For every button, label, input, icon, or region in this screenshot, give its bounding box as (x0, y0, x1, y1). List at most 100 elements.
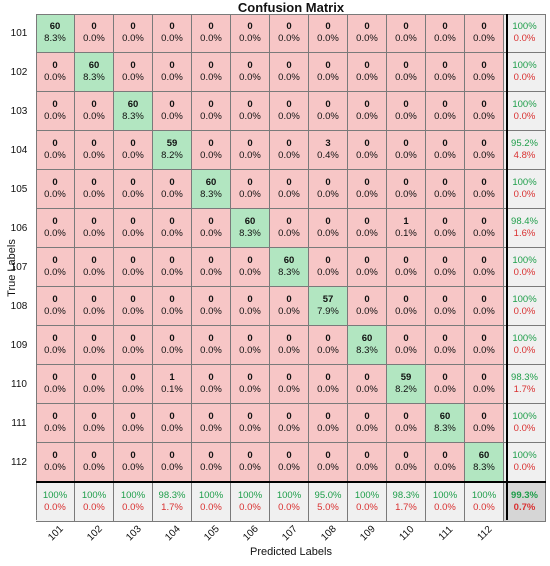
matrix-cell: 0 0.0% (192, 92, 231, 131)
matrix-cell: 0 0.0% (309, 53, 348, 92)
cell-count: 0 (442, 177, 448, 188)
cell-percent: 0.0% (356, 33, 378, 44)
cell-percent: 0.0% (83, 306, 105, 317)
matrix-cell: 60 8.3% (465, 443, 504, 482)
column-summary-separator (36, 481, 546, 483)
matrix-cell: 0 0.0% (348, 443, 387, 482)
cell-count: 0 (442, 294, 448, 305)
matrix-cell: 0 0.0% (75, 404, 114, 443)
cell-count: 0 (403, 411, 409, 422)
cell-percent: 0.0% (278, 150, 300, 161)
matrix-cell: 0 0.0% (426, 131, 465, 170)
cell-count: 60 (127, 99, 139, 110)
row-summary-cell: 100% 0.0% (504, 287, 546, 326)
row-tick-label: 104 (10, 144, 28, 156)
cell-count: 0 (208, 60, 214, 71)
cell-count: 60 (88, 60, 100, 71)
cell-count: 0 (91, 255, 97, 266)
cell-percent: 8.3% (44, 33, 66, 44)
cell-percent: 0.0% (122, 189, 144, 200)
cell-count: 0 (130, 372, 136, 383)
cell-count: 0 (208, 411, 214, 422)
cell-percent: 0.0% (122, 72, 144, 83)
cell-percent: 0.0% (122, 150, 144, 161)
row-summary-correct: 100% (512, 450, 537, 461)
row-summary-cell: 100% 0.0% (504, 14, 546, 53)
cell-percent: 0.0% (278, 384, 300, 395)
x-axis-label: Predicted Labels (250, 546, 332, 558)
cell-count: 0 (325, 333, 331, 344)
cell-count: 0 (481, 333, 487, 344)
cell-count: 0 (91, 21, 97, 32)
cell-percent: 0.0% (317, 462, 339, 473)
cell-percent: 0.0% (434, 267, 456, 278)
cell-count: 0 (481, 99, 487, 110)
cell-percent: 0.0% (122, 33, 144, 44)
matrix-cell: 0 0.0% (36, 326, 75, 365)
cell-percent: 0.0% (161, 228, 183, 239)
row-summary-correct: 100% (512, 99, 537, 110)
matrix-cell: 0 0.0% (465, 14, 504, 53)
matrix-cell: 0 0.0% (426, 287, 465, 326)
matrix-cell: 0 0.0% (348, 53, 387, 92)
matrix-cell: 0 0.0% (75, 287, 114, 326)
row-tick-label: 102 (10, 66, 28, 78)
cell-percent: 0.0% (473, 345, 495, 356)
cell-count: 60 (205, 177, 217, 188)
cell-count: 0 (130, 411, 136, 422)
row-summary-correct: 100% (512, 60, 537, 71)
cell-percent: 0.0% (278, 345, 300, 356)
row-summary-cell: 100% 0.0% (504, 248, 546, 287)
cell-percent: 0.0% (44, 345, 66, 356)
cell-count: 0 (52, 99, 58, 110)
cell-percent: 0.1% (161, 384, 183, 395)
column-summary-error: 0.0% (434, 501, 456, 513)
cell-count: 0 (403, 99, 409, 110)
cell-count: 0 (130, 255, 136, 266)
row-summary-cell: 100% 0.0% (504, 404, 546, 443)
cell-percent: 0.0% (473, 228, 495, 239)
cell-count: 0 (364, 255, 370, 266)
cell-count: 0 (286, 294, 292, 305)
matrix-cell: 0 0.0% (309, 365, 348, 404)
cell-percent: 8.3% (356, 345, 378, 356)
cell-percent: 0.0% (200, 345, 222, 356)
cell-count: 0 (169, 21, 175, 32)
cell-count: 0 (169, 255, 175, 266)
row-summary-error: 0.0% (513, 72, 536, 83)
matrix-cell: 0 0.0% (153, 248, 192, 287)
cell-percent: 0.0% (278, 306, 300, 317)
matrix-cell: 0 0.0% (75, 326, 114, 365)
cell-percent: 0.0% (161, 72, 183, 83)
matrix-cell: 0 0.0% (465, 365, 504, 404)
cell-count: 60 (244, 216, 256, 227)
cell-count: 60 (283, 255, 295, 266)
column-summary-error: 0.0% (200, 501, 222, 513)
cell-count: 0 (364, 372, 370, 383)
cell-count: 0 (169, 333, 175, 344)
cell-count: 0 (247, 21, 253, 32)
matrix-cell: 0 0.0% (309, 170, 348, 209)
matrix-cell: 0 0.0% (465, 92, 504, 131)
cell-count: 0 (325, 21, 331, 32)
cell-count: 0 (130, 216, 136, 227)
matrix-cell: 3 0.4% (309, 131, 348, 170)
cell-percent: 0.0% (83, 33, 105, 44)
cell-count: 0 (286, 333, 292, 344)
column-summary-correct: 100% (42, 489, 68, 501)
cell-percent: 0.0% (161, 189, 183, 200)
cell-percent: 0.0% (278, 423, 300, 434)
cell-count: 0 (169, 411, 175, 422)
matrix-cell: 0 0.0% (153, 326, 192, 365)
row-summary-correct: 100% (512, 333, 537, 344)
cell-percent: 0.0% (356, 150, 378, 161)
matrix-cell: 0 0.0% (192, 53, 231, 92)
cell-count: 0 (286, 450, 292, 461)
matrix-cell: 0 0.0% (114, 248, 153, 287)
matrix-cell: 0 0.0% (309, 248, 348, 287)
cell-percent: 0.0% (317, 384, 339, 395)
matrix-cell: 0 0.0% (348, 14, 387, 53)
cell-count: 0 (481, 216, 487, 227)
cell-count: 0 (364, 216, 370, 227)
cell-count: 0 (403, 450, 409, 461)
